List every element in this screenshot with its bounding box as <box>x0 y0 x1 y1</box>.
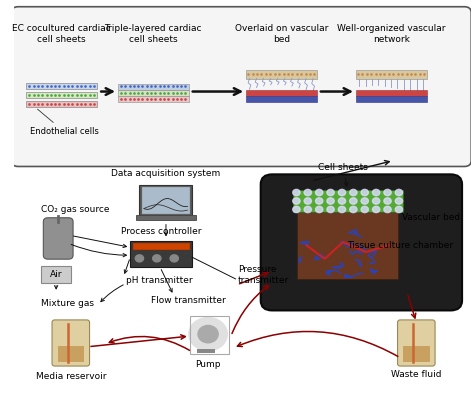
Circle shape <box>373 206 380 213</box>
Bar <box>297 212 398 279</box>
Circle shape <box>304 206 311 213</box>
Circle shape <box>361 198 368 204</box>
Text: CO₂ gas source: CO₂ gas source <box>41 205 109 214</box>
Circle shape <box>170 255 178 262</box>
Text: Mixture gas: Mixture gas <box>41 299 94 308</box>
Bar <box>142 186 190 214</box>
Circle shape <box>293 206 300 213</box>
Bar <box>246 90 317 96</box>
Circle shape <box>338 206 346 213</box>
Text: Flow transmitter: Flow transmitter <box>151 296 226 305</box>
Text: Overlaid on vascular
bed: Overlaid on vascular bed <box>235 24 328 44</box>
Circle shape <box>373 198 380 204</box>
Bar <box>118 96 189 102</box>
Circle shape <box>316 189 323 196</box>
Bar <box>190 316 228 354</box>
Bar <box>136 215 196 220</box>
Text: EC cocultured cardiac
cell sheets: EC cocultured cardiac cell sheets <box>12 24 111 44</box>
Bar <box>118 84 189 90</box>
Circle shape <box>395 189 402 196</box>
FancyBboxPatch shape <box>261 174 462 310</box>
Text: Tissue culture chamber: Tissue culture chamber <box>347 241 453 250</box>
Circle shape <box>327 206 334 213</box>
Circle shape <box>189 318 228 351</box>
Circle shape <box>338 198 346 204</box>
Bar <box>26 83 97 89</box>
Text: pH transmitter: pH transmitter <box>126 276 192 285</box>
Circle shape <box>384 189 391 196</box>
Circle shape <box>373 189 380 196</box>
Circle shape <box>293 189 300 196</box>
FancyBboxPatch shape <box>52 320 90 366</box>
Text: Air: Air <box>50 270 62 279</box>
Bar <box>197 349 215 354</box>
Bar <box>356 70 427 78</box>
Bar <box>41 266 71 283</box>
Text: Pressure
transmitter: Pressure transmitter <box>238 265 289 285</box>
Circle shape <box>304 198 311 204</box>
Circle shape <box>135 255 144 262</box>
FancyBboxPatch shape <box>398 320 435 366</box>
Text: Process controller: Process controller <box>121 226 201 236</box>
Bar <box>26 101 97 107</box>
Bar <box>356 90 427 96</box>
Circle shape <box>361 206 368 213</box>
Bar <box>356 96 427 102</box>
Circle shape <box>304 189 311 196</box>
Circle shape <box>384 206 391 213</box>
Circle shape <box>338 189 346 196</box>
Bar <box>246 96 317 102</box>
Circle shape <box>293 198 300 204</box>
Circle shape <box>384 198 391 204</box>
Circle shape <box>395 198 402 204</box>
Bar <box>403 346 429 362</box>
Circle shape <box>361 189 368 196</box>
Bar <box>57 346 84 362</box>
FancyBboxPatch shape <box>43 218 73 259</box>
Circle shape <box>395 206 402 213</box>
Bar <box>133 243 190 250</box>
Bar <box>139 185 192 216</box>
Circle shape <box>327 189 334 196</box>
Text: Pump: Pump <box>195 360 221 369</box>
Circle shape <box>153 255 161 262</box>
Text: Data acquisition system: Data acquisition system <box>111 169 220 178</box>
Circle shape <box>327 198 334 204</box>
Circle shape <box>316 206 323 213</box>
FancyBboxPatch shape <box>11 7 471 166</box>
Text: Vascular bed: Vascular bed <box>401 213 460 222</box>
Text: Media reservoir: Media reservoir <box>36 372 106 380</box>
Circle shape <box>350 206 357 213</box>
Circle shape <box>198 326 218 343</box>
Text: Triple-layered cardiac
cell sheets: Triple-layered cardiac cell sheets <box>104 24 202 44</box>
Text: Waste fluid: Waste fluid <box>391 370 442 379</box>
Circle shape <box>350 198 357 204</box>
Text: Cell sheets: Cell sheets <box>318 163 368 186</box>
Text: Endothelial cells: Endothelial cells <box>29 109 99 136</box>
Text: Well-organized vascular
network: Well-organized vascular network <box>337 24 446 44</box>
Bar <box>246 70 317 78</box>
Circle shape <box>316 198 323 204</box>
Circle shape <box>350 189 357 196</box>
Bar <box>130 242 192 267</box>
Bar <box>26 92 97 98</box>
Bar <box>293 190 402 212</box>
Bar <box>118 90 189 96</box>
